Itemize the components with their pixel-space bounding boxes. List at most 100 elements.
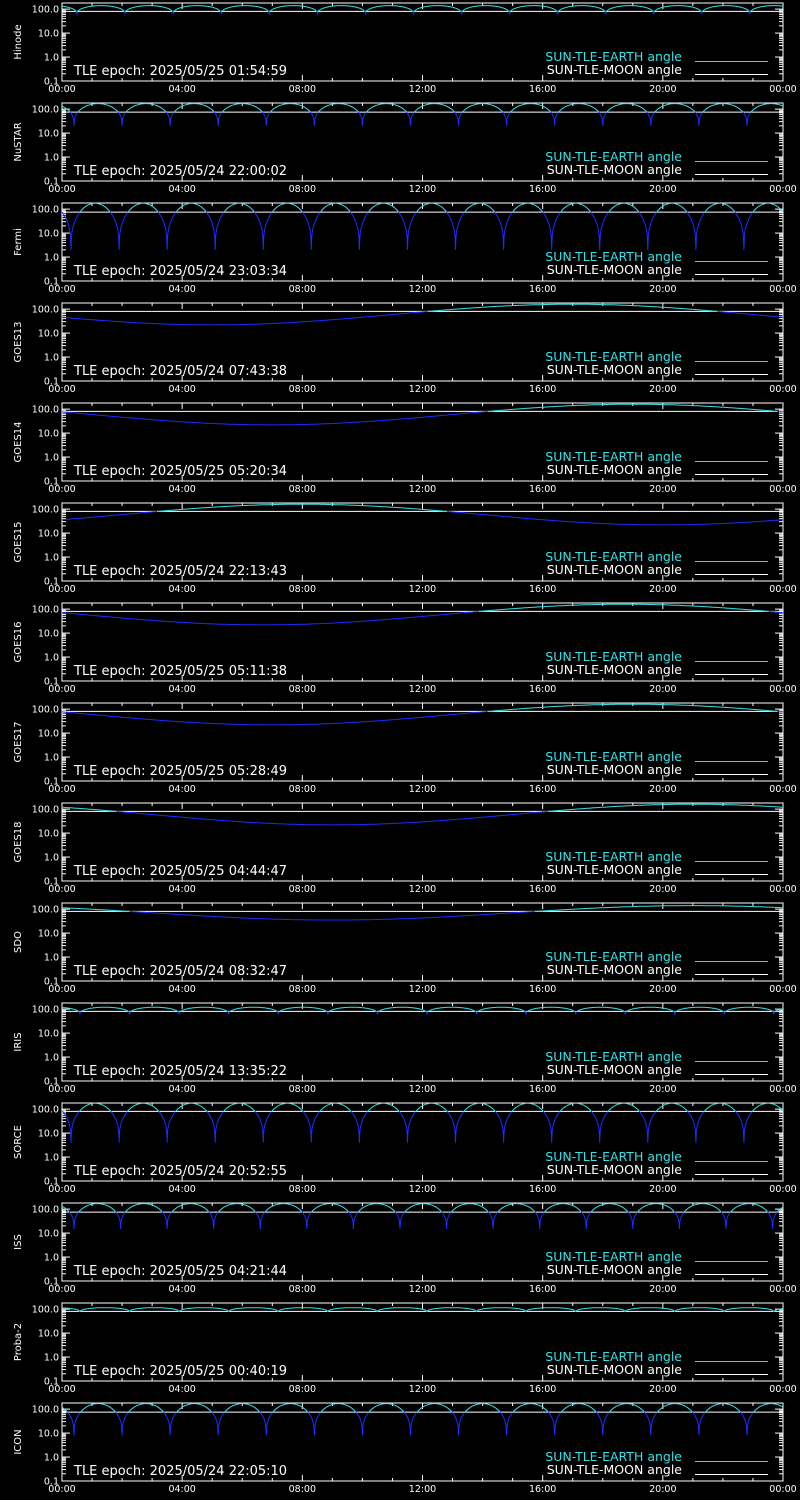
y-tick-label: 10.0	[38, 1329, 59, 1340]
earth-angle-line	[655, 1102, 688, 1113]
earth-angle-line	[173, 5, 221, 13]
satellite-panel: 100.0 10.0 1.0 0.1 00:00 04:00 08:00 12:00 16:00…	[0, 400, 800, 500]
earth-angle-line	[157, 211, 177, 250]
legend-moon-label: SUN-TLE-MOON angle	[547, 162, 683, 177]
earth-angle-line	[748, 10, 751, 15]
earth-angle-line	[221, 103, 263, 113]
earth-angle-line	[454, 111, 463, 126]
satellite-label: IRIS	[13, 1032, 24, 1051]
earth-angle-line	[317, 103, 359, 113]
earth-angle-line	[62, 610, 479, 626]
satellite-panel: 100.0 10.0 1.0 0.1 00:00 04:00 08:00 12:00 16:00…	[0, 300, 800, 400]
earth-angle-line	[692, 1411, 706, 1436]
earth-angle-line	[61, 105, 71, 113]
earth-angle-line	[526, 1006, 575, 1013]
earth-angle-line	[229, 1006, 278, 1013]
satellite-panel: 100.0 10.0 1.0 0.1 00:00 04:00 08:00 12:00 16:00…	[0, 1000, 800, 1100]
earth-angle-line	[499, 1411, 513, 1436]
earth-angle-line	[62, 1307, 80, 1312]
y-tick-label: 0.1	[44, 777, 59, 788]
legend-moon-label: SUN-TLE-MOON angle	[547, 662, 683, 677]
satellite-label: Fermi	[13, 228, 24, 256]
y-tick-label: 100.0	[32, 605, 59, 616]
earth-angle-line	[590, 1203, 629, 1213]
x-tick-label: 00:00	[48, 584, 75, 595]
y-tick-label: 10.0	[38, 629, 59, 640]
earth-angle-line	[127, 202, 159, 213]
legend-moon-label: SUN-TLE-MOON angle	[547, 462, 683, 477]
panel-svg: 100.010.01.00.100:00 04:00 08:00 12:00 16:00…	[13, 502, 797, 595]
x-tick-label: 04:00	[168, 84, 195, 95]
panel-svg: 100.010.01.00.100:00 04:00 08:00 12:00 16:00…	[13, 1202, 797, 1295]
earth-angle-line	[217, 1203, 256, 1213]
x-tick-label: 04:00	[168, 1184, 195, 1195]
earth-angle-line	[573, 1010, 578, 1015]
x-tick-label: 12:00	[409, 384, 436, 395]
x-tick-label: 00:00	[48, 1084, 75, 1095]
earth-angle-line	[79, 202, 111, 213]
x-tick-label: 04:00	[168, 1384, 195, 1395]
x-tick-label: 00:00	[769, 1284, 796, 1295]
x-tick-label: 00:00	[48, 884, 75, 895]
x-tick-label: 16:00	[529, 984, 556, 995]
earth-angle-line	[512, 1403, 549, 1414]
satellite-panel: 100.0 10.0 1.0 0.1 00:00 04:00 08:00 12:00 16:00…	[0, 200, 800, 300]
earth-angle-line	[557, 5, 606, 13]
earth-angle-line	[116, 810, 548, 826]
legend-moon-label: SUN-TLE-MOON angle	[547, 62, 683, 77]
x-tick-label: 12:00	[409, 1484, 436, 1495]
y-tick-label: 1.0	[44, 253, 59, 264]
earth-angle-line	[559, 202, 592, 213]
earth-angle-line	[61, 907, 130, 912]
x-tick-label: 08:00	[289, 1384, 316, 1395]
satellite-label: NuSTAR	[13, 122, 24, 161]
earth-angle-line	[62, 510, 158, 521]
earth-angle-line	[717, 310, 783, 318]
earth-angle-line	[704, 1403, 741, 1414]
earth-angle-line	[543, 1203, 582, 1213]
earth-angle-line	[61, 806, 117, 812]
earth-angle-line	[117, 111, 127, 126]
earth-angle-line	[655, 202, 688, 213]
tle-epoch: TLE epoch: 2025/05/25 05:20:34	[73, 464, 287, 479]
panel-svg: 100.010.01.00.100:00 04:00 08:00 12:00 16:00…	[13, 1002, 797, 1095]
tle-epoch: TLE epoch: 2025/05/25 05:28:49	[73, 764, 287, 779]
earth-angle-line	[161, 1211, 173, 1229]
earth-angle-line	[653, 103, 696, 113]
earth-angle-line	[368, 1403, 405, 1414]
earth-angle-line	[173, 103, 215, 113]
x-tick-label: 08:00	[289, 684, 316, 695]
earth-angle-line	[534, 1211, 545, 1229]
y-tick-label: 10.0	[38, 329, 59, 340]
satellite-panel: 100.0 10.0 1.0 0.1 00:00 04:00 08:00 12:00 16:00…	[0, 800, 800, 900]
earth-angle-line	[171, 10, 175, 15]
earth-angle-line	[547, 803, 783, 812]
x-tick-label: 12:00	[409, 184, 436, 195]
x-tick-label: 04:00	[168, 484, 195, 495]
x-tick-label: 00:00	[769, 784, 796, 795]
y-tick-label: 0.1	[44, 277, 59, 288]
earth-angle-line	[427, 1006, 476, 1013]
y-tick-label: 1.0	[44, 1153, 59, 1164]
legend-moon-label: SUN-TLE-MOON angle	[547, 362, 683, 377]
satellite-panel: 100.0 10.0 1.0 0.1 00:00 04:00 08:00 12:00 16:00…	[0, 1400, 800, 1500]
satellite-panel: 100.0 10.0 1.0 0.1 00:00 04:00 08:00 12:00 16:00…	[0, 1200, 800, 1300]
earth-angle-line	[358, 111, 367, 126]
earth-angle-line	[525, 1307, 576, 1313]
earth-angle-line	[365, 5, 413, 13]
legend-earth-label: SUN-TLE-EARTH angle	[545, 49, 682, 64]
y-tick-label: 10.0	[38, 1029, 59, 1040]
earth-angle-line	[327, 1307, 378, 1313]
earth-angle-line	[607, 1102, 640, 1113]
y-tick-label: 1.0	[44, 353, 59, 364]
x-tick-label: 04:00	[168, 384, 195, 395]
earth-angle-line	[447, 510, 784, 526]
tle-epoch: TLE epoch: 2025/05/24 23:03:34	[73, 264, 287, 279]
y-tick-label: 10.0	[38, 1129, 59, 1140]
earth-angle-line	[524, 1010, 528, 1015]
y-tick-label: 1.0	[44, 653, 59, 664]
earth-angle-line	[590, 211, 609, 250]
x-tick-label: 08:00	[289, 1084, 316, 1095]
y-tick-label: 0.1	[44, 877, 59, 888]
earth-angle-line	[683, 1203, 722, 1213]
